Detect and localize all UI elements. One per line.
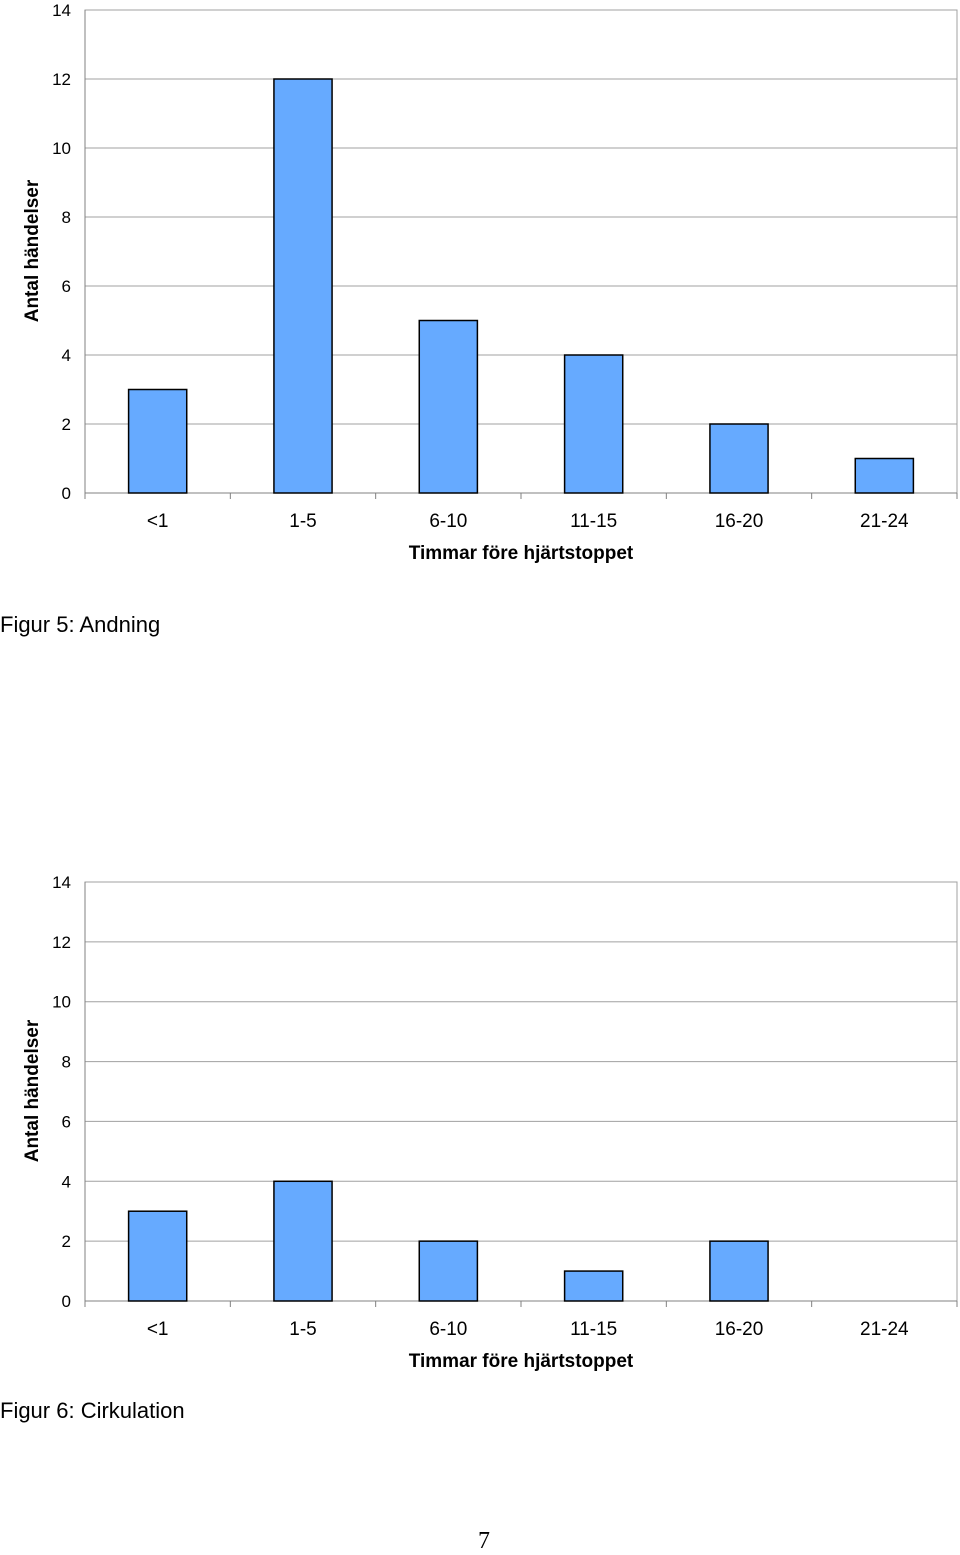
- bar: [418, 1240, 479, 1302]
- x-tick-label: 11-15: [570, 1319, 617, 1340]
- y-tick-label: 14: [52, 873, 71, 892]
- figure-label: Figur 5: [0, 612, 69, 637]
- figure-caption-text: : Andning: [68, 612, 161, 637]
- bar: [563, 1270, 624, 1302]
- x-axis-title: Timmar före hjärtstoppet: [409, 1351, 634, 1372]
- x-tick-label: 21-24: [860, 511, 909, 532]
- figure-caption-5: Figur 5: Andning: [0, 612, 160, 638]
- y-tick-label: 0: [62, 484, 71, 503]
- y-axis-title: Antal händelser: [22, 1019, 43, 1162]
- x-tick-label: 1-5: [289, 511, 316, 532]
- y-tick-label: 4: [62, 346, 71, 365]
- y-tick-label: 10: [52, 139, 71, 158]
- bar: [854, 457, 915, 494]
- y-tick-label: 8: [62, 1053, 71, 1072]
- y-tick-label: 12: [52, 70, 71, 89]
- y-tick-label: 0: [62, 1292, 71, 1311]
- y-axis-title: Antal händelser: [22, 179, 43, 322]
- bar: [273, 1180, 333, 1302]
- y-tick-label: 6: [62, 277, 71, 296]
- bar: [127, 388, 188, 494]
- plot-frame: [84, 881, 958, 1302]
- x-tick-label: 6-10: [429, 1319, 467, 1340]
- x-tick-label: <1: [147, 1319, 169, 1340]
- y-tick-label: 2: [62, 1232, 71, 1251]
- chart-cirkulation: 0 2 4 6 8 10 12 14 <1 1-5 6-10 11-15 16-20 21-24 Timma…: [0, 870, 960, 1380]
- x-tick-label: 1-5: [289, 1319, 316, 1340]
- chart-andning: 0 2 4 6 8 10 12 14 <1 1-5 6-10 11-15 16-20 21-24 Timma…: [0, 0, 960, 570]
- y-tick-label: 14: [52, 1, 71, 20]
- figure-label: Figur 6: [0, 1398, 69, 1423]
- plot-frame: [84, 9, 958, 494]
- y-tick-label: 10: [52, 993, 71, 1012]
- bar: [709, 1240, 769, 1302]
- y-tick-label: 8: [62, 208, 71, 227]
- bar: [418, 319, 479, 494]
- x-tick-label: <1: [147, 511, 169, 532]
- x-tick-label: 11-15: [570, 511, 617, 532]
- page-number: 7: [478, 1528, 490, 1554]
- bar: [273, 78, 333, 494]
- bar: [563, 354, 624, 494]
- x-tick-label: 16-20: [715, 511, 764, 532]
- bar-chart-svg: 0 2 4 6 8 10 12 14 <1 1-5 6-10 11-15 16-20 21-24 Timma…: [22, 873, 958, 1372]
- bar-chart-svg: 0 2 4 6 8 10 12 14 <1 1-5 6-10 11-15 16-20 21-24 Timma…: [22, 1, 958, 564]
- x-tick-label: 6-10: [429, 511, 467, 532]
- x-tick-label: 21-24: [860, 1319, 909, 1340]
- y-tick-label: 4: [62, 1172, 71, 1191]
- figure-caption-text: : Cirkulation: [68, 1398, 185, 1423]
- bar: [709, 423, 769, 494]
- y-tick-label: 2: [62, 415, 71, 434]
- x-tick-label: 16-20: [715, 1319, 764, 1340]
- figure-caption-6: Figur 6: Cirkulation: [0, 1398, 185, 1424]
- y-tick-label: 6: [62, 1112, 71, 1131]
- x-axis-title: Timmar före hjärtstoppet: [409, 543, 634, 564]
- bar: [127, 1210, 188, 1302]
- y-tick-label: 12: [52, 933, 71, 952]
